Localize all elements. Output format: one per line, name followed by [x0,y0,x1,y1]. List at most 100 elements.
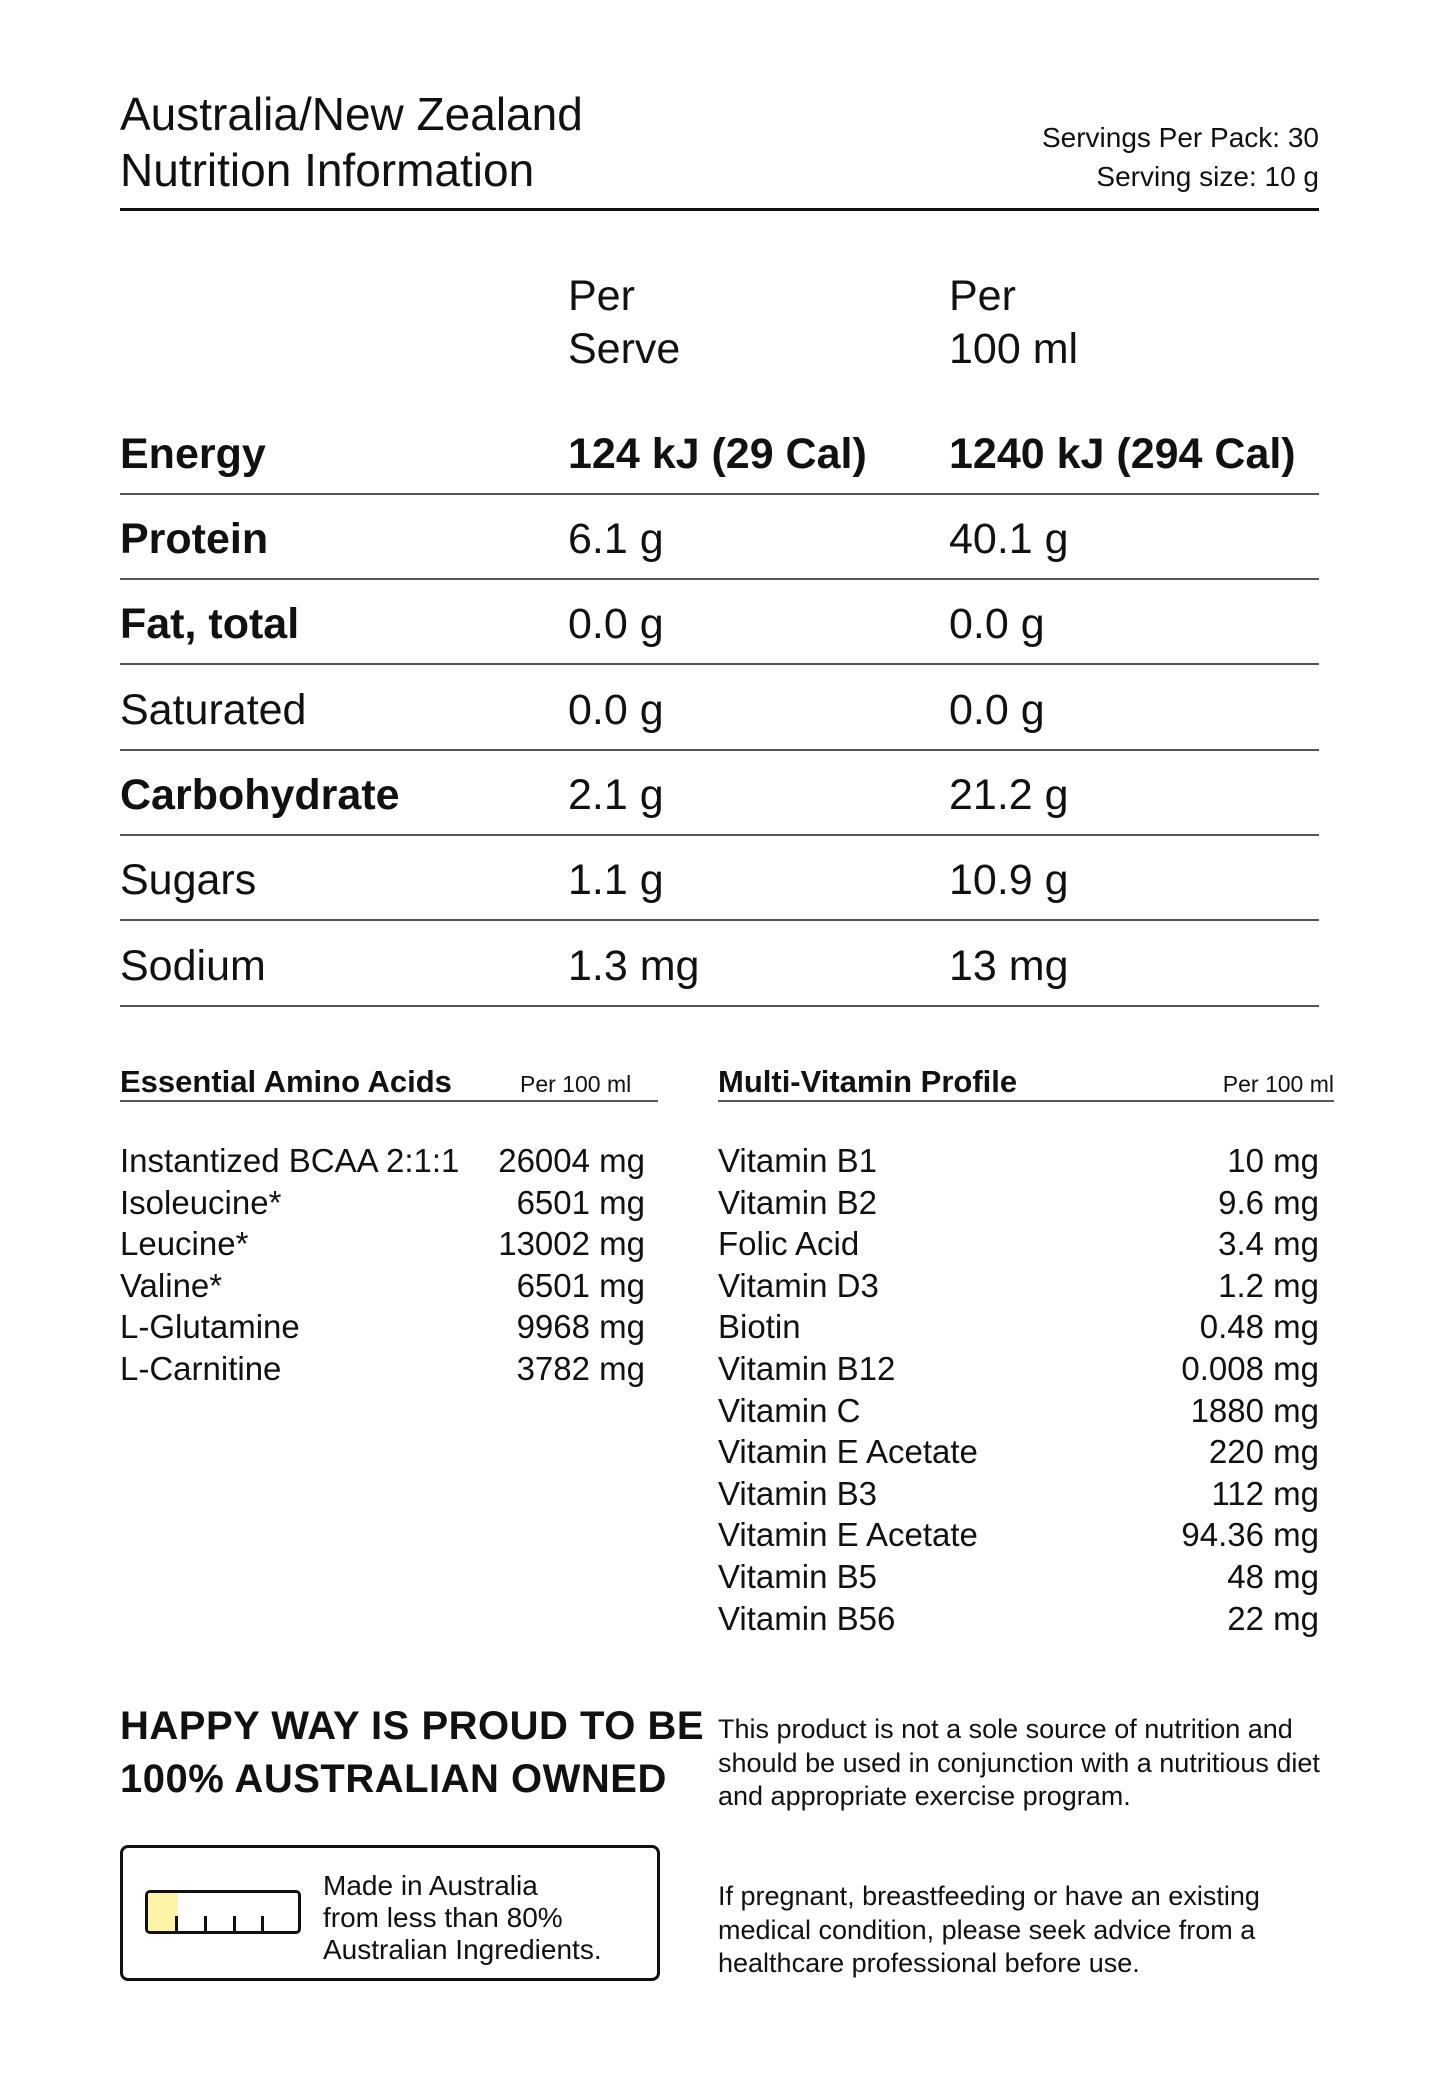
amino-unit: Per 100 ml [520,1071,632,1097]
per-100ml-value: 0.0 g [949,600,1045,649]
list-item: Vitamin B3 112 mg [718,1473,1319,1515]
item-name: Vitamin E Acetate [718,1433,978,1471]
nutrient-row: Protein 6.1 g 40.1 g [120,493,1319,580]
nutrient-row: Saturated 0.0 g 0.0 g [120,664,1319,751]
per-serve-value: 6.1 g [568,515,664,563]
per-100ml-value: 10.9 g [949,856,1069,905]
item-value: 220 mg [1208,1433,1319,1471]
meter-tick [233,1916,236,1931]
list-item: Vitamin C 1880 mg [718,1390,1319,1432]
item-value: 3.4 mg [1218,1225,1319,1263]
per-100ml-value: 1240 kJ (294 Cal) [949,430,1296,478]
header-divider [120,208,1319,211]
serving-size: Serving size: 10 g [1096,161,1319,192]
item-value: 13002 mg [498,1225,645,1263]
meter-tick [175,1916,178,1931]
list-item: Leucine* 13002 mg [120,1223,645,1265]
amino-list: Instantized BCAA 2:1:1 26004 mg Isoleucine… [120,1140,645,1390]
servings-per-pack: Servings Per Pack: 30 [1041,122,1319,153]
item-name: Folic Acid [718,1225,860,1263]
nutrient-row: Carbohydrate 2.1 g 21.2 g [120,749,1319,836]
vitamin-divider [718,1100,1334,1102]
item-name: L-Glutamine [120,1308,300,1346]
item-name: Biotin [718,1308,801,1346]
list-item: Vitamin B56 22 mg [718,1598,1319,1640]
vitamin-list: Vitamin B1 10 mg Vitamin B2 9.6 mg Folic Aci… [718,1140,1319,1639]
list-item: Isoleucine* 6501 mg [120,1182,645,1224]
panel-title: Australia/New Zealand Nutrition Informat… [120,86,583,198]
per-100ml-value: 40.1 g [949,515,1069,563]
item-value: 6501 mg [516,1266,645,1304]
serving-info: Servings Per Pack: 30 Serving size: 10 g [1042,118,1319,196]
per-100ml-value: 13 mg [949,941,1069,990]
amino-divider [120,1100,658,1102]
list-item: Vitamin E Acetate 220 mg [718,1431,1319,1473]
disclaimer-medical: If pregnant, breastfeeding or have an ex… [718,1881,1260,1978]
nutrient-name: Energy [120,430,266,478]
col-label: Per [568,272,635,320]
item-name: Instantized BCAA 2:1:1 [120,1142,460,1179]
nutrient-name: Sodium [120,941,266,990]
col-label: 100 ml [949,325,1079,373]
item-name: Vitamin B3 [718,1474,877,1512]
heading-line: 100% AUSTRALIAN OWNED [120,1757,667,1801]
item-name: Vitamin B12 [718,1349,896,1387]
per-serve-value: 1.1 g [568,856,664,905]
disclaimer-nutrition: This product is not a sole source of nut… [718,1714,1320,1811]
item-value: 94.36 mg [1181,1516,1319,1554]
list-item: L-Glutamine 9968 mg [120,1306,645,1348]
made-in-australia-label: Made in Australia from less than 80% Aus… [120,1845,660,1981]
item-value: 0.008 mg [1181,1349,1319,1387]
title-line-2: Nutrition Information [120,144,535,196]
list-item: L-Carnitine 3782 mg [120,1348,645,1390]
per-100ml-value: 0.0 g [949,685,1045,734]
made-in-line: Made in Australia [323,1870,538,1901]
item-value: 26004 mg [498,1142,645,1179]
meter-tick [261,1916,264,1931]
per-serve-value: 0.0 g [568,685,664,734]
item-name: Vitamin E Acetate [718,1516,978,1554]
item-value: 0.48 mg [1199,1308,1319,1346]
list-item: Instantized BCAA 2:1:1 26004 mg [120,1140,645,1182]
item-name: Vitamin C [718,1391,861,1429]
item-name: Valine* [120,1266,223,1304]
column-header-per-serve: Per Serve [568,270,680,376]
item-value: 10 mg [1227,1142,1319,1179]
nutrient-name: Protein [120,515,269,563]
list-item: Vitamin B1 10 mg [718,1140,1319,1182]
col-label: Serve [568,325,681,373]
title-line-1: Australia/New Zealand [120,88,583,140]
per-serve-value: 1.3 mg [568,941,700,990]
item-value: 1.2 mg [1218,1266,1319,1304]
made-in-line: from less than 80% [323,1902,563,1933]
list-item: Folic Acid 3.4 mg [718,1223,1319,1265]
item-value: 1880 mg [1190,1391,1319,1429]
made-in-text: Made in Australia from less than 80% Aus… [323,1870,602,1966]
meter-tick [204,1916,207,1931]
item-value: 9.6 mg [1218,1183,1319,1221]
item-value: 22 mg [1227,1599,1319,1637]
australian-owned-heading: HAPPY WAY IS PROUD TO BE 100% AUSTRALIAN… [120,1700,704,1806]
list-item: Vitamin B12 0.008 mg [718,1348,1319,1390]
item-name: Vitamin B2 [718,1183,877,1221]
item-name: Vitamin B1 [718,1142,877,1179]
per-serve-value: 124 kJ (29 Cal) [568,430,867,478]
per-100ml-value: 21.2 g [949,770,1069,819]
item-value: 112 mg [1211,1474,1319,1512]
column-header-per-100ml: Per 100 ml [949,270,1078,376]
item-name: Vitamin D3 [718,1266,879,1304]
australian-ingredients-meter [145,1890,301,1934]
col-label: Per [949,272,1016,320]
list-item: Vitamin B5 48 mg [718,1556,1319,1598]
meter-fill [148,1893,178,1931]
item-name: Vitamin B5 [718,1557,877,1595]
heading-line: HAPPY WAY IS PROUD TO BE [120,1704,705,1748]
nutrient-name: Sugars [120,856,257,905]
item-name: Vitamin B56 [718,1599,896,1637]
nutrient-row: Fat, total 0.0 g 0.0 g [120,578,1319,666]
item-name: L-Carnitine [120,1349,282,1387]
nutrient-row: Sodium 1.3 mg 13 mg [120,920,1319,1007]
item-value: 48 mg [1227,1557,1319,1595]
item-value: 3782 mg [516,1349,645,1387]
vitamin-title: Multi-Vitamin Profile [718,1064,1018,1099]
